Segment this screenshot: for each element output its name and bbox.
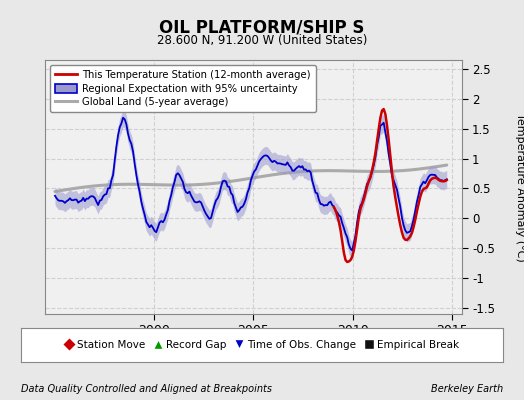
Text: 28.600 N, 91.200 W (United States): 28.600 N, 91.200 W (United States) [157, 34, 367, 47]
Text: Berkeley Earth: Berkeley Earth [431, 384, 503, 394]
Legend: This Temperature Station (12-month average), Regional Expectation with 95% uncer: This Temperature Station (12-month avera… [50, 65, 315, 112]
Y-axis label: Temperature Anomaly (°C): Temperature Anomaly (°C) [515, 113, 524, 261]
Text: Data Quality Controlled and Aligned at Breakpoints: Data Quality Controlled and Aligned at B… [21, 384, 272, 394]
Text: OIL PLATFORM/SHIP S: OIL PLATFORM/SHIP S [159, 18, 365, 36]
Legend: Station Move, Record Gap, Time of Obs. Change, Empirical Break: Station Move, Record Gap, Time of Obs. C… [61, 337, 463, 353]
